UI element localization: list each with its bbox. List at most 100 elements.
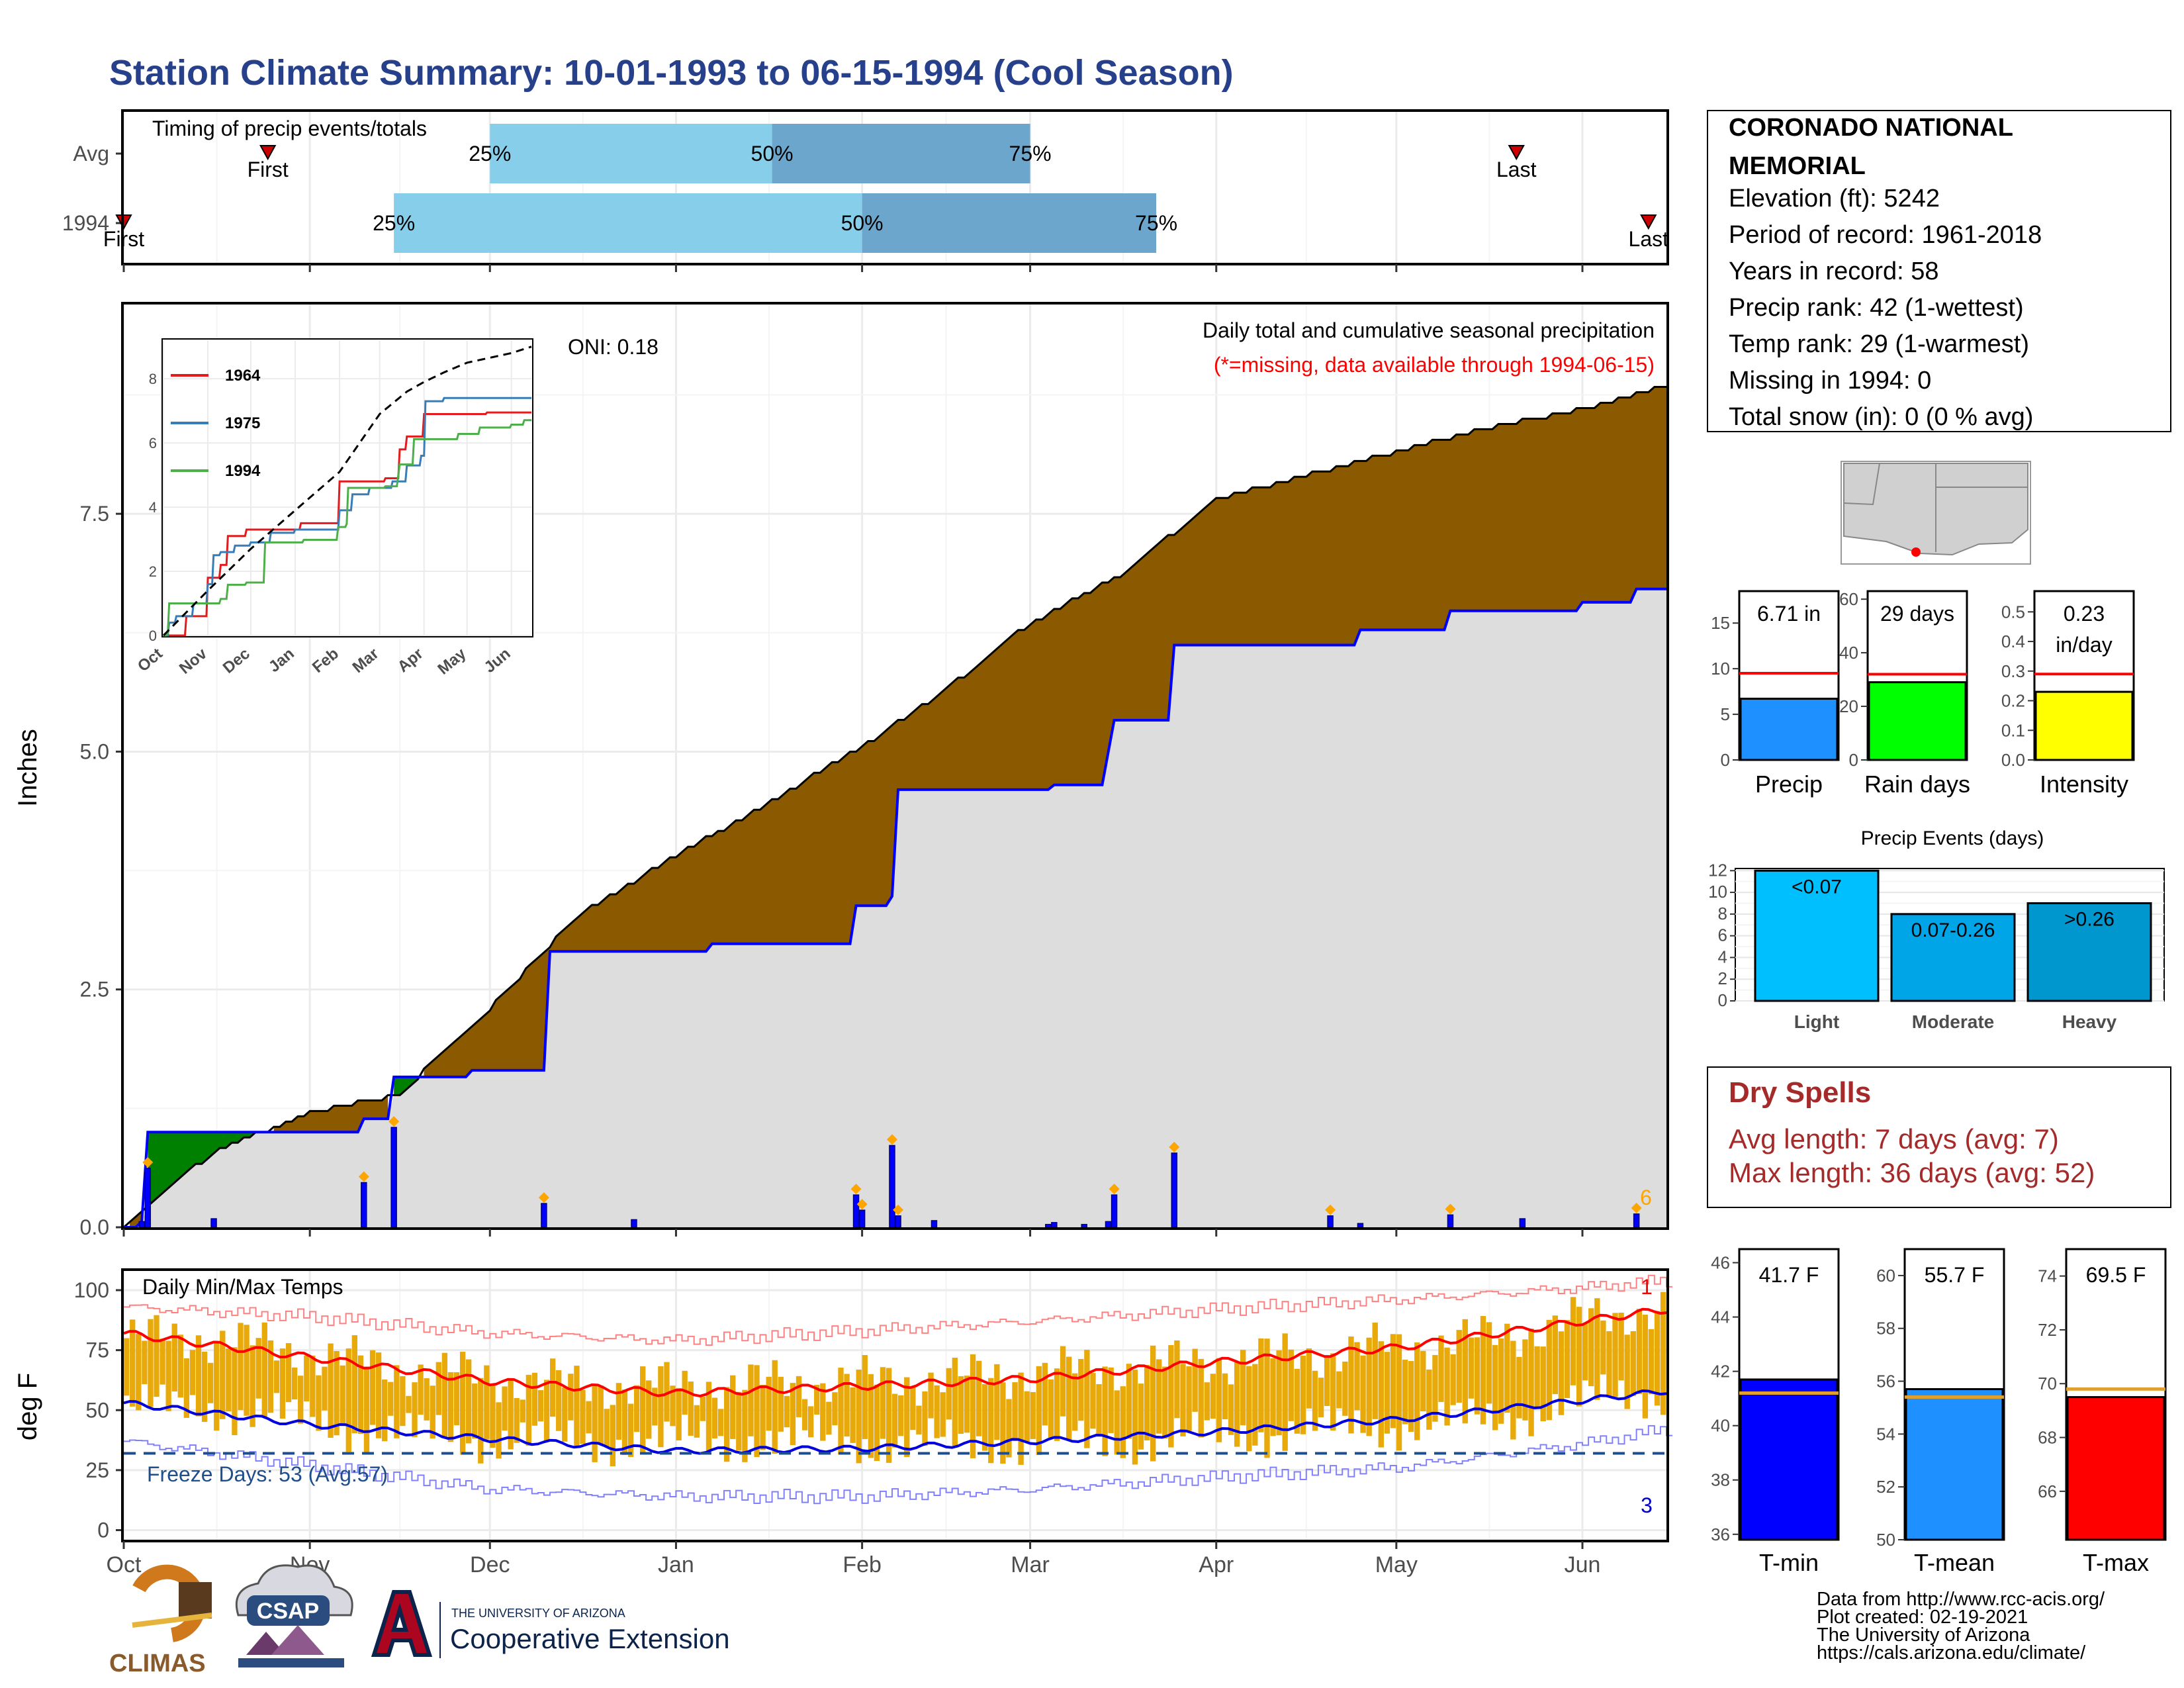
mini-bar-tick-label: 0.4: [2001, 632, 2025, 651]
temp-daily-bar: [652, 1387, 658, 1426]
temp-daily-bar: [490, 1384, 496, 1448]
inset-legend: 1964 1975 1994: [171, 367, 261, 480]
temp-daily-bar: [1300, 1356, 1306, 1434]
temp-summary-tick-label: 66: [2038, 1481, 2057, 1501]
timing-quantile-label: 50%: [751, 142, 794, 165]
temp-daily-bar: [1204, 1382, 1210, 1421]
ua-big-text: Cooperative Extension: [450, 1623, 730, 1654]
temp-daily-bar: [1054, 1368, 1060, 1441]
events-tick-label: 4: [1718, 947, 1727, 966]
temp-daily-bar: [1600, 1320, 1606, 1375]
temp-daily-bar: [334, 1351, 340, 1436]
temp-summary-bar: [1905, 1388, 2004, 1541]
month-label: Feb: [842, 1552, 882, 1577]
temp-daily-bar: [886, 1368, 892, 1463]
events-bar-heavy: [2026, 902, 2152, 1002]
temp-summary-tick-label: 56: [1876, 1372, 1895, 1391]
precip-extreme-marker: [1109, 1184, 1120, 1195]
temp-daily-bar: [1222, 1373, 1228, 1420]
temp-daily-bar: [1042, 1362, 1048, 1426]
temp-daily-bar: [1018, 1372, 1024, 1465]
temp-daily-bar: [465, 1359, 472, 1444]
temp-daily-bar: [682, 1370, 688, 1415]
temp-daily-bar: [1468, 1337, 1475, 1399]
events-tick-label: 0: [1718, 990, 1727, 1010]
csap-mountain: [246, 1632, 286, 1655]
temp-daily-bar: [1534, 1346, 1540, 1407]
precip-daily-bar: [631, 1219, 637, 1228]
temp-daily-bar: [1378, 1341, 1384, 1448]
events-category-label: Light: [1794, 1011, 1839, 1032]
temp-summary-bars: 36 38 40 42 44 46 41.7 F T-min 50 52 54 56 58 60 55.7 …: [1711, 1248, 2167, 1576]
temp-daily-bar: [1624, 1335, 1630, 1409]
temp-daily-bar: [988, 1378, 994, 1464]
temp-panel: 0 25 50 75 100 deg F Daily Min/Max Temps Fre…: [13, 264, 1673, 1577]
temp-daily-bar: [1318, 1378, 1324, 1418]
mini-bar-value: [1868, 681, 1967, 761]
temp-daily-bar: [1006, 1399, 1012, 1458]
precip-y-axis: 0.0 2.5 5.0 7.5: [80, 502, 122, 1239]
temp-daily-bar: [1384, 1352, 1390, 1434]
temp-daily-bar: [1108, 1367, 1114, 1433]
temp-daily-bar: [1228, 1384, 1234, 1435]
temp-daily-bar: [807, 1406, 814, 1438]
temp-daily-bar: [1138, 1383, 1144, 1450]
temp-daily-bar: [1342, 1361, 1348, 1416]
mini-bar-tick-label: 0.5: [2001, 602, 2025, 622]
temp-daily-bar: [928, 1372, 934, 1419]
temp-daily-bar: [778, 1376, 784, 1432]
temp-daily-bar: [784, 1395, 790, 1428]
temp-daily-bar: [844, 1374, 850, 1437]
temp-daily-bar: [273, 1360, 280, 1393]
temp-daily-bar: [964, 1376, 970, 1433]
temp-daily-bar: [940, 1392, 946, 1437]
temp-daily-bar: [838, 1368, 844, 1455]
temp-daily-bar: [394, 1365, 400, 1438]
temp-daily-bar: [874, 1384, 880, 1462]
month-label: Oct: [107, 1552, 142, 1577]
timing-quantile-label: 25%: [469, 142, 511, 165]
temp-daily-bar: [1084, 1350, 1090, 1448]
precip-daily-bar: [1051, 1222, 1058, 1228]
temp-daily-bar: [537, 1390, 544, 1422]
temp-daily-bar: [1144, 1365, 1150, 1440]
precip-daily-bar: [1111, 1194, 1118, 1228]
timing-event-label: First: [103, 227, 144, 251]
temp-daily-bar: [279, 1348, 286, 1419]
precip-above-normal-area: [394, 1076, 418, 1096]
station-detail-line: Missing in 1994: 0: [1729, 367, 1931, 395]
temp-daily-bar: [1078, 1358, 1084, 1421]
temp-daily-bar: [1360, 1355, 1366, 1433]
station-name-part-2: MEMORIAL: [1729, 152, 1866, 180]
inset-legend-label: 1994: [225, 462, 261, 480]
precip-extreme-marker: [142, 1156, 154, 1168]
mini-bar-tick-label: 10: [1711, 659, 1730, 679]
temp-daily-bar: [1114, 1390, 1120, 1455]
timing-panel: Timing of precip events/totals Avg 25% 50%…: [62, 109, 1669, 265]
csap-logo-text: CSAP: [257, 1599, 319, 1624]
temp-daily-bar: [520, 1399, 525, 1423]
precip-y-tick-label: 7.5: [80, 502, 109, 526]
mini-bar-tick-label: 0.3: [2001, 661, 2025, 681]
timing-q25-q50-bar: [394, 193, 862, 253]
temp-daily-bar: [621, 1389, 628, 1456]
temp-daily-bar: [1606, 1331, 1612, 1397]
events-bar-moderate: [1890, 913, 2016, 1002]
events-category-label: Moderate: [1912, 1011, 1994, 1032]
temp-daily-bar: [207, 1362, 214, 1403]
temp-daily-bar: [1546, 1319, 1552, 1421]
inset-lines: [162, 346, 532, 637]
temp-daily-bar: [1150, 1345, 1156, 1462]
temp-daily-bar: [298, 1376, 304, 1424]
temp-daily-bar: [1186, 1366, 1192, 1431]
temp-daily-bar: [1000, 1382, 1006, 1464]
precip-daily-bar: [390, 1127, 397, 1228]
temp-daily-bar: [688, 1382, 694, 1436]
temp-daily-bar: [958, 1376, 964, 1434]
timing-quantile-label: 75%: [1009, 142, 1052, 165]
freeze-days-label: Freeze Days: 53 (Avg:57): [147, 1462, 388, 1486]
temp-daily-bar: [790, 1383, 796, 1446]
